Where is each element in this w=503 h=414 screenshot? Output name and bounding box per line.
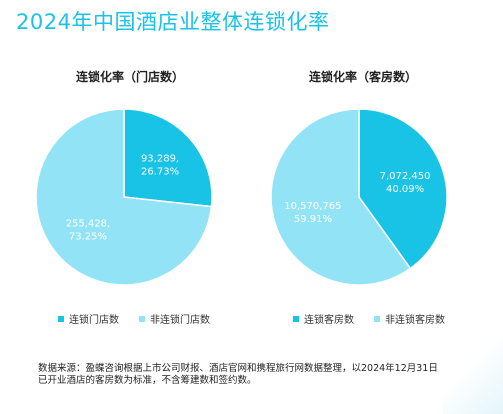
legend-swatch-chain	[293, 315, 299, 322]
legend-label: 非连锁门店数	[150, 315, 210, 326]
slice-value-label-0-1: 255,428,	[66, 218, 111, 229]
legend-swatch-non-chain	[139, 315, 145, 322]
pie-slice-0-1	[35, 108, 213, 286]
source-line-1: 数据来源：盈蝶咨询根据上市公司财报、酒店官网和携程旅行网数据整理，以2024年1…	[38, 363, 438, 374]
data-source-note: 数据来源：盈蝶咨询根据上市公司财报、酒店官网和携程旅行网数据整理，以2024年1…	[38, 363, 478, 387]
legend-label: 连锁客房数	[304, 315, 354, 326]
legend-item-non-chain-stores: 非连锁门店数	[139, 311, 210, 326]
pie-slice-1-1	[270, 108, 412, 286]
corner-decoration	[443, 334, 503, 414]
slice-percent-label-1-1: 59.91%	[294, 214, 332, 225]
slice-percent-label-0-0: 26.73%	[141, 167, 179, 178]
legend-swatch-chain	[58, 315, 64, 322]
legend-rooms: 连锁客房数 非连锁客房数	[293, 311, 445, 326]
slice-percent-label-0-1: 73.25%	[69, 231, 107, 242]
legend-label: 连锁门店数	[69, 315, 119, 326]
chart-title-rooms: 连锁化率（客房数）	[308, 70, 417, 84]
pie-slice-1-0	[358, 108, 448, 270]
source-line-2: 已开业酒店的客房数为标准，不含筹建数和签约数。	[38, 375, 257, 386]
legend-item-chain-stores: 连锁门店数	[58, 311, 119, 326]
legend-label: 非连锁客房数	[385, 315, 445, 326]
slice-value-label-1-0: 7,072,450	[380, 171, 431, 182]
legend-swatch-non-chain	[374, 315, 380, 322]
slice-value-label-0-0: 93,289,	[141, 154, 179, 165]
pie-slice-0-0	[123, 108, 213, 208]
legend-item-chain-rooms: 连锁客房数	[293, 311, 354, 326]
page-title: 2024年中国酒店业整体连锁化率	[16, 10, 330, 34]
legend-item-non-chain-rooms: 非连锁客房数	[374, 311, 445, 326]
slice-value-label-1-1: 10,570,765	[284, 201, 341, 212]
slice-percent-label-1-0: 40.09%	[386, 184, 424, 195]
legend-stores: 连锁门店数 非连锁门店数	[58, 311, 210, 326]
chart-title-stores: 连锁化率（门店数）	[75, 70, 184, 84]
